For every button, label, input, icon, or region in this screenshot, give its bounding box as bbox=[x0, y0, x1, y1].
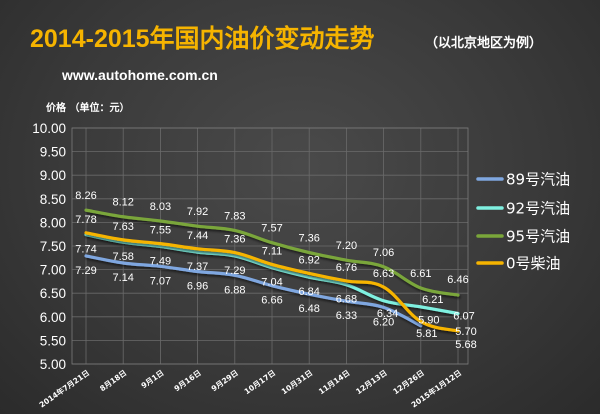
data-label-92: 7.37 bbox=[187, 261, 208, 273]
data-label-diesel: 6.63 bbox=[373, 268, 394, 280]
data-label-95: 8.12 bbox=[112, 197, 133, 209]
data-label-diesel: 7.63 bbox=[112, 221, 133, 233]
y-axis-label: 价格 （单位：元） bbox=[46, 101, 129, 114]
y-tick-label: 10.00 bbox=[32, 121, 66, 136]
data-label-95: 7.57 bbox=[261, 223, 282, 235]
data-label-95: 7.20 bbox=[336, 240, 357, 252]
x-tick-label: 10月17日 bbox=[243, 368, 278, 396]
legend: 89号汽油 92号汽油 95号汽油 0号柴油 bbox=[476, 171, 570, 273]
y-tick-label: 6.50 bbox=[40, 286, 66, 301]
data-label-diesel: 5.90 bbox=[418, 315, 439, 327]
data-label-95: 7.83 bbox=[224, 210, 245, 222]
y-axis-ticks: 5.00 5.50 6.00 6.50 7.00 7.50 8.00 8.50 9.00 9.50… bbox=[32, 121, 66, 372]
y-tick-label: 7.00 bbox=[40, 263, 66, 278]
data-labels: 8.26 8.12 8.03 7.92 7.83 7.57 7.36 7.20 7.06 6.61… bbox=[75, 190, 476, 351]
data-label-89: 7.29 bbox=[75, 265, 96, 277]
data-label-89: 6.96 bbox=[187, 280, 208, 292]
y-tick-label: 8.00 bbox=[40, 215, 66, 230]
legend-label: 89号汽油 bbox=[506, 171, 570, 189]
data-label-92: 7.29 bbox=[224, 265, 245, 277]
chart-subtitle: （以北京地区为例） bbox=[425, 35, 542, 51]
x-tick-label: 9月29日 bbox=[210, 368, 240, 393]
series-line-3 bbox=[84, 231, 460, 333]
data-label-92: 7.49 bbox=[150, 255, 171, 267]
legend-label: 92号汽油 bbox=[506, 200, 570, 218]
data-label-92: 6.68 bbox=[336, 294, 357, 306]
data-label-89: 6.66 bbox=[261, 295, 282, 307]
data-label-diesel: 6.76 bbox=[336, 262, 357, 274]
series-lines bbox=[84, 208, 460, 333]
chart-title: 2014-2015年国内油价变动走势 bbox=[30, 24, 375, 53]
series-line-1 bbox=[84, 233, 460, 316]
data-label-95: 6.61 bbox=[410, 268, 431, 280]
x-tick-label: 8月18日 bbox=[98, 368, 128, 393]
data-label-95: 7.92 bbox=[187, 206, 208, 218]
data-label-95: 8.26 bbox=[75, 190, 96, 202]
y-tick-label: 5.00 bbox=[40, 357, 66, 372]
x-axis-ticks: 2014年7月21日 8月18日 9月1日 9月16日 9月29日 10月17日 10月31… bbox=[37, 367, 463, 409]
plot-border bbox=[71, 127, 469, 365]
data-label-diesel: 6.92 bbox=[298, 254, 319, 266]
y-tick-label: 8.50 bbox=[40, 192, 66, 207]
data-label-95: 8.03 bbox=[150, 201, 171, 213]
data-label-92: 7.74 bbox=[75, 244, 96, 256]
y-tick-label: 9.00 bbox=[40, 168, 66, 183]
x-tick-label: 2014年7月21日 bbox=[37, 367, 91, 409]
data-label-diesel: 7.11 bbox=[262, 245, 283, 257]
data-label-89: 6.20 bbox=[373, 316, 394, 328]
x-tick-label: 12月13日 bbox=[354, 368, 389, 396]
data-label-95: 7.06 bbox=[373, 247, 394, 259]
x-tick-label: 9月1日 bbox=[140, 368, 166, 390]
y-tick-label: 5.50 bbox=[40, 333, 66, 348]
data-label-diesel: 7.44 bbox=[187, 230, 208, 242]
data-label-diesel: 7.55 bbox=[150, 225, 171, 237]
x-tick-label: 10月31日 bbox=[280, 368, 315, 396]
data-label-89: 6.88 bbox=[224, 284, 245, 296]
series-line-0 bbox=[84, 254, 423, 328]
data-label-89: 7.14 bbox=[112, 272, 133, 284]
y-tick-label: 6.00 bbox=[40, 310, 66, 325]
data-label-92: 6.34 bbox=[377, 308, 398, 320]
data-label-diesel: 7.36 bbox=[224, 234, 245, 246]
data-label-95: 7.36 bbox=[298, 233, 319, 245]
x-tick-label: 9月16日 bbox=[172, 368, 202, 393]
data-label-92: 7.04 bbox=[261, 277, 282, 289]
data-label-95: 6.46 bbox=[447, 274, 468, 286]
data-label-diesel: 7.78 bbox=[75, 214, 96, 226]
data-label-92: 7.58 bbox=[112, 251, 133, 263]
x-tick-label: 12月26日 bbox=[391, 368, 426, 396]
legend-label: 95号汽油 bbox=[506, 228, 570, 246]
data-label-89: 6.48 bbox=[298, 303, 319, 315]
data-label-89: 5.81 bbox=[416, 328, 437, 340]
y-tick-label: 9.50 bbox=[40, 145, 66, 160]
data-label-89: 6.33 bbox=[336, 310, 357, 322]
data-label-diesel: 5.70 bbox=[455, 326, 476, 338]
data-label-extra: 5.68 bbox=[455, 339, 476, 351]
data-label-92: 6.07 bbox=[453, 310, 474, 322]
data-label-89: 7.07 bbox=[150, 275, 171, 287]
legend-label: 0号柴油 bbox=[506, 255, 561, 273]
y-tick-label: 7.50 bbox=[40, 239, 66, 254]
data-label-92: 6.21 bbox=[422, 294, 443, 306]
data-label-92: 6.84 bbox=[298, 286, 319, 298]
site-watermark: www.autohome.com.cn bbox=[61, 67, 218, 83]
x-tick-label: 11月14日 bbox=[317, 368, 352, 396]
series-line-2 bbox=[84, 208, 460, 297]
